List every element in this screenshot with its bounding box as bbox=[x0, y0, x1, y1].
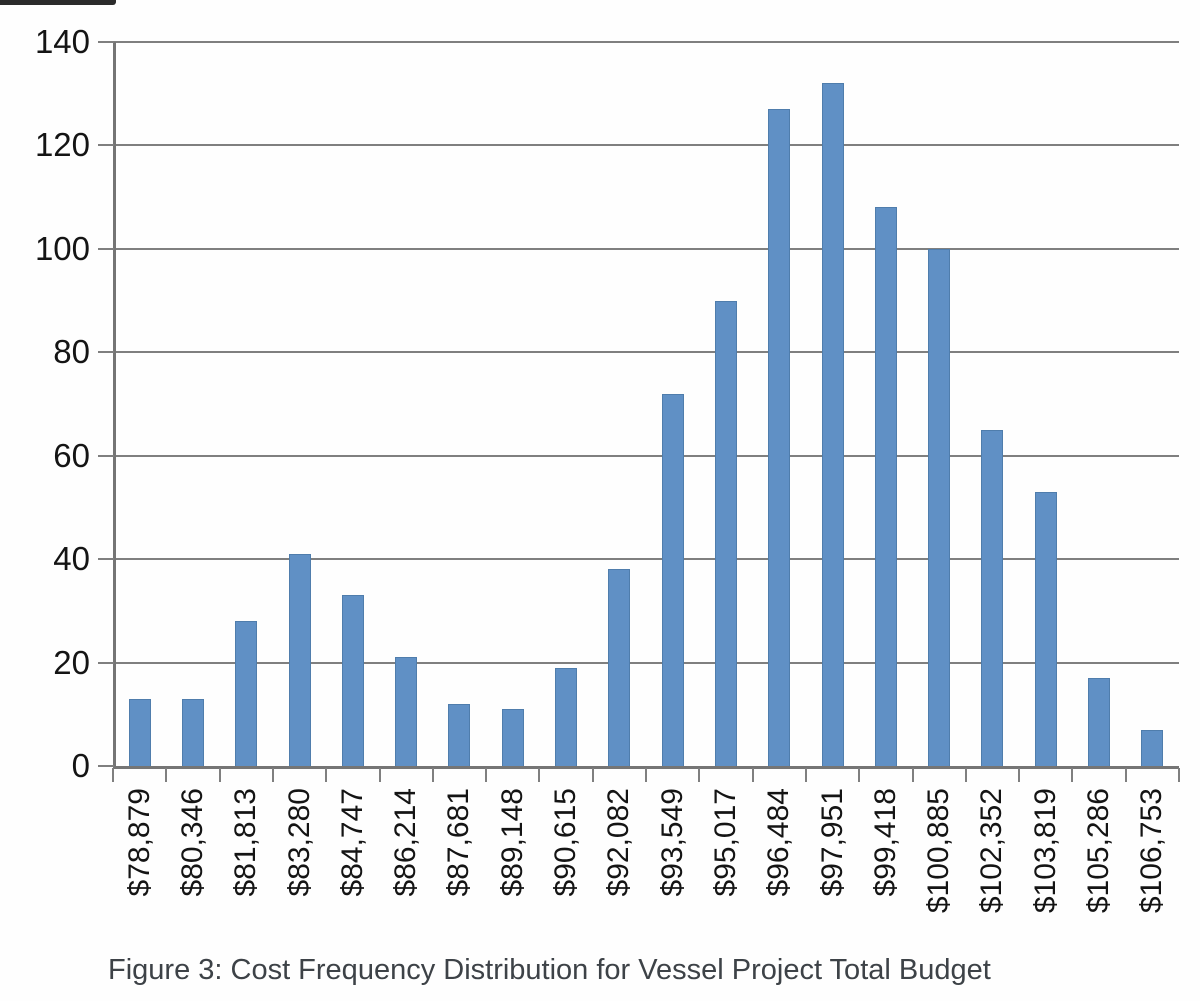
x-tick-12 bbox=[751, 768, 754, 782]
x-tick-label-4: $84,747 bbox=[335, 788, 369, 897]
y-tick-120 bbox=[98, 144, 114, 147]
x-tick-label-13: $97,951 bbox=[815, 788, 849, 897]
y-tick-140 bbox=[98, 41, 114, 43]
x-tick-label-15: $100,885 bbox=[922, 788, 956, 914]
x-tick-5 bbox=[378, 768, 381, 782]
x-tick-label-3: $83,280 bbox=[282, 788, 316, 897]
x-tick-2 bbox=[218, 768, 221, 782]
x-tick-label-11: $95,017 bbox=[708, 788, 742, 897]
figure-caption: Figure 3: Cost Frequency Distribution fo… bbox=[108, 954, 991, 986]
cost-frequency-bar-chart: 0 20 40 60 80 100 120 140 $78,879 $80,346 $81,813… bbox=[34, 23, 1180, 913]
x-axis-line bbox=[113, 766, 1179, 769]
x-tick-label-14: $99,418 bbox=[868, 788, 902, 897]
x-tick-label-9: $92,082 bbox=[602, 788, 636, 897]
bar-106753 bbox=[1141, 729, 1164, 766]
y-gridline-100 bbox=[113, 247, 1179, 250]
bar-80346 bbox=[181, 698, 204, 766]
y-tick-0 bbox=[98, 765, 114, 767]
y-tick-label-140: 140 bbox=[34, 23, 90, 60]
x-tick-label-2: $81,813 bbox=[229, 788, 263, 897]
bar-92082 bbox=[608, 569, 631, 766]
y-tick-label-20: 20 bbox=[53, 643, 90, 681]
x-tick-label-18: $105,286 bbox=[1082, 788, 1116, 914]
x-tick-6 bbox=[431, 768, 434, 782]
bar-84747 bbox=[341, 595, 364, 766]
x-tick-0 bbox=[112, 768, 114, 782]
y-tick-40 bbox=[98, 558, 114, 561]
x-tick-label-6: $87,681 bbox=[442, 788, 476, 897]
bar-102352 bbox=[981, 429, 1004, 766]
y-tick-label-100: 100 bbox=[34, 229, 90, 267]
x-tick-label-16: $102,352 bbox=[975, 788, 1009, 914]
x-tick-14 bbox=[858, 768, 861, 782]
bar-87681 bbox=[448, 703, 471, 766]
x-tick-10 bbox=[645, 768, 647, 782]
bar-86214 bbox=[395, 657, 418, 766]
y-tick-100 bbox=[98, 247, 114, 250]
y-tick-label-0: 0 bbox=[71, 747, 90, 784]
x-tick-20 bbox=[1178, 768, 1180, 782]
x-tick-label-19: $106,753 bbox=[1135, 788, 1169, 914]
y-tick-label-40: 40 bbox=[53, 540, 90, 578]
bar-103819 bbox=[1034, 491, 1057, 766]
bar-78879 bbox=[128, 698, 151, 766]
y-tick-label-60: 60 bbox=[53, 436, 90, 474]
y-gridline-80 bbox=[113, 351, 1179, 354]
x-tick-18 bbox=[1071, 768, 1074, 782]
y-gridline-20 bbox=[113, 661, 1179, 664]
y-gridline-40 bbox=[113, 558, 1179, 561]
x-tick-label-5: $86,214 bbox=[389, 788, 423, 897]
y-tick-label-80: 80 bbox=[53, 333, 90, 371]
x-tick-label-1: $80,346 bbox=[175, 788, 209, 897]
x-tick-16 bbox=[964, 768, 967, 782]
x-tick-label-8: $90,615 bbox=[549, 788, 583, 897]
bar-96484 bbox=[768, 109, 791, 766]
x-tick-4 bbox=[325, 768, 328, 782]
x-tick-label-7: $89,148 bbox=[495, 788, 529, 897]
x-tick-13 bbox=[804, 768, 807, 782]
bar-89148 bbox=[501, 709, 524, 766]
x-tick-7 bbox=[485, 768, 488, 782]
x-tick-1 bbox=[165, 768, 168, 782]
y-gridline-60 bbox=[113, 454, 1179, 457]
x-tick-15 bbox=[911, 768, 914, 782]
x-tick-11 bbox=[698, 768, 701, 782]
y-gridline-120 bbox=[113, 144, 1179, 147]
y-tick-60 bbox=[98, 454, 114, 457]
x-tick-label-17: $103,819 bbox=[1028, 788, 1062, 914]
bar-100885 bbox=[928, 248, 951, 766]
scan-artifact bbox=[0, 0, 116, 5]
bar-83280 bbox=[288, 553, 311, 766]
y-tick-20 bbox=[98, 661, 114, 664]
x-tick-17 bbox=[1018, 768, 1021, 782]
bar-81813 bbox=[235, 621, 258, 766]
bar-95017 bbox=[714, 300, 737, 766]
x-tick-19 bbox=[1124, 768, 1127, 782]
y-tick-80 bbox=[98, 351, 114, 354]
y-axis-line bbox=[113, 42, 116, 769]
x-tick-3 bbox=[271, 768, 274, 782]
bar-90615 bbox=[555, 667, 578, 766]
bar-99418 bbox=[874, 207, 897, 766]
x-tick-label-0: $78,879 bbox=[122, 788, 156, 897]
y-tick-label-120: 120 bbox=[34, 126, 90, 164]
bar-105286 bbox=[1088, 678, 1111, 766]
x-tick-8 bbox=[538, 768, 541, 782]
bar-97951 bbox=[821, 83, 844, 766]
x-tick-label-10: $93,549 bbox=[655, 788, 689, 897]
y-gridline-140 bbox=[113, 41, 1179, 43]
x-tick-label-12: $96,484 bbox=[762, 788, 796, 897]
x-tick-9 bbox=[591, 768, 594, 782]
bar-93549 bbox=[661, 393, 684, 766]
